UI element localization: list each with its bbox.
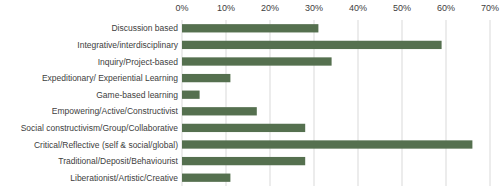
- grid-line: [490, 20, 491, 186]
- category-label: Social constructivism/Group/Collaborativ…: [21, 123, 179, 133]
- category-label: Empowering/Active/Constructivist: [52, 106, 179, 116]
- bar: [182, 174, 230, 182]
- tick-label: 70%: [481, 3, 499, 13]
- tick-label: 40%: [349, 3, 367, 13]
- tick-label: 0%: [175, 3, 188, 13]
- bar: [182, 41, 442, 49]
- chart-svg: 0% 10% 20% 30% 40% 50% 60% 70% Discussion based I…: [0, 0, 500, 190]
- tick-label: 50%: [393, 3, 411, 13]
- bar: [182, 91, 200, 99]
- tick-label: 30%: [305, 3, 323, 13]
- bar: [182, 57, 332, 65]
- bar: [182, 74, 230, 82]
- category-label: Traditional/Deposit/Behaviourist: [58, 156, 178, 166]
- grid-line: [446, 20, 447, 186]
- bar: [182, 157, 305, 165]
- category-label: Inquiry/Project-based: [98, 57, 179, 67]
- tick-label: 60%: [437, 3, 455, 13]
- category-label: Liberationist/Artistic/Creative: [70, 173, 178, 183]
- bar: [182, 140, 472, 148]
- bar: [182, 24, 318, 32]
- tick-label: 10%: [217, 3, 235, 13]
- bar: [182, 107, 257, 115]
- bar: [182, 124, 305, 132]
- category-label: Game-based learning: [96, 90, 178, 100]
- category-label: Critical/Reflective (self & social/globa…: [34, 140, 178, 150]
- bars: [182, 24, 472, 182]
- category-label: Discussion based: [111, 23, 178, 33]
- category-label: Integrative/interdisciplinary: [77, 40, 178, 50]
- chart-container: 0% 10% 20% 30% 40% 50% 60% 70% Discussion based I…: [0, 0, 500, 190]
- category-label: Expeditionary/ Experiential Learning: [42, 73, 178, 83]
- tick-label: 20%: [261, 3, 279, 13]
